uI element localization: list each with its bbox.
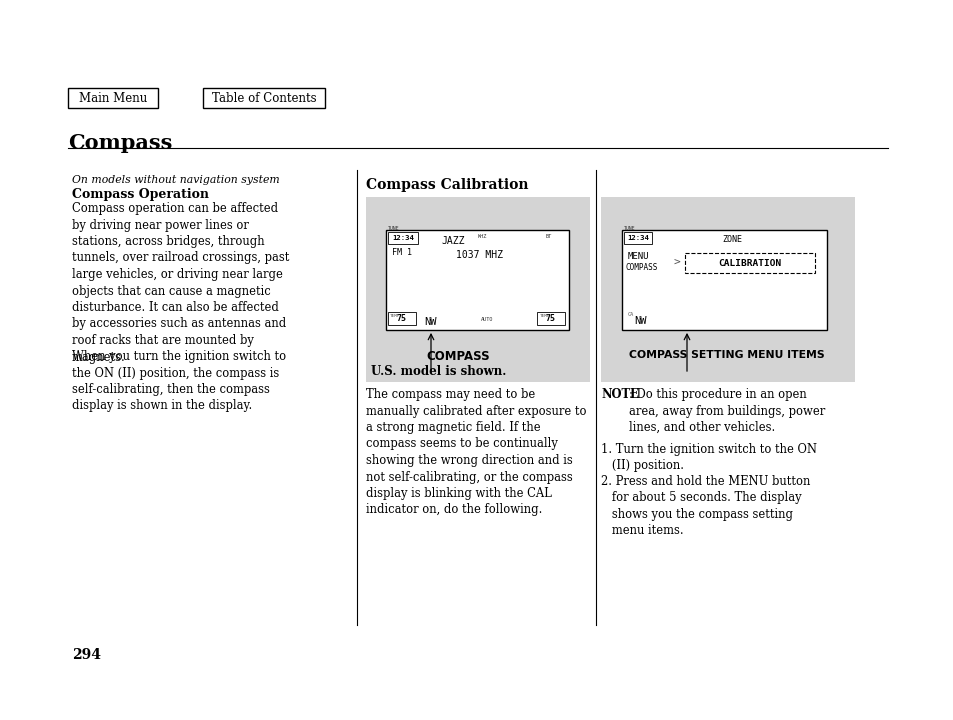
Text: AUTO: AUTO	[480, 317, 493, 322]
Text: TUNE: TUNE	[623, 226, 635, 231]
Bar	[366, 197, 589, 382]
Text: ZONE: ZONE	[721, 235, 741, 244]
Text: TEMP: TEMP	[539, 314, 550, 318]
Text: Compass: Compass	[68, 133, 172, 153]
Bar	[388, 232, 417, 244]
Bar	[623, 232, 651, 244]
Text: COMPASS: COMPASS	[426, 350, 489, 363]
Text: 2. Press and hold the MENU button
   for about 5 seconds. The display
   shows y: 2. Press and hold the MENU button for ab…	[600, 475, 809, 538]
Bar	[621, 230, 826, 330]
Text: 12:34: 12:34	[392, 235, 414, 241]
Text: >: >	[673, 258, 680, 268]
Bar	[388, 312, 416, 325]
Bar	[203, 88, 325, 108]
Bar	[68, 88, 158, 108]
Text: COMPASS SETTING MENU ITEMS: COMPASS SETTING MENU ITEMS	[629, 350, 824, 360]
Text: CALIBRATION: CALIBRATION	[718, 258, 781, 268]
Text: 294: 294	[71, 648, 101, 662]
Text: NW: NW	[423, 317, 436, 327]
Text: 1037 MHZ: 1037 MHZ	[456, 250, 502, 260]
Text: CA: CA	[627, 312, 634, 317]
Text: KHZ: KHZ	[477, 234, 487, 239]
Text: : Do this procedure in an open
area, away from buildings, power
lines, and other: : Do this procedure in an open area, awa…	[628, 388, 824, 434]
Text: JAZZ: JAZZ	[440, 236, 464, 246]
Text: On models without navigation system: On models without navigation system	[71, 175, 279, 185]
Text: TUNE: TUNE	[388, 226, 399, 231]
Text: NOTE: NOTE	[600, 388, 639, 401]
Bar	[386, 230, 568, 330]
Text: Compass Operation: Compass Operation	[71, 188, 209, 201]
Bar	[537, 312, 564, 325]
Text: 75: 75	[545, 314, 556, 323]
Text: Table of Contents: Table of Contents	[212, 91, 316, 104]
Text: When you turn the ignition switch to
the ON (II) position, the compass is
self-c: When you turn the ignition switch to the…	[71, 350, 286, 413]
Text: FM 1: FM 1	[392, 248, 412, 257]
Bar	[600, 197, 854, 382]
Text: The compass may need to be
manually calibrated after exposure to
a strong magnet: The compass may need to be manually cali…	[366, 388, 586, 516]
Text: NW: NW	[634, 316, 646, 326]
Text: BT: BT	[545, 234, 552, 239]
Text: U.S. model is shown.: U.S. model is shown.	[371, 365, 506, 378]
Text: 12:34: 12:34	[626, 235, 648, 241]
Text: 75: 75	[396, 314, 407, 323]
Text: Compass Calibration: Compass Calibration	[366, 178, 528, 192]
Text: TEMP: TEMP	[390, 314, 400, 318]
Text: Main Menu: Main Menu	[79, 91, 147, 104]
Text: MENU: MENU	[627, 252, 649, 261]
Bar	[684, 253, 814, 273]
Text: COMPASS: COMPASS	[625, 263, 658, 272]
Text: Compass operation can be affected
by driving near power lines or
stations, acros: Compass operation can be affected by dri…	[71, 202, 289, 364]
Text: 1. Turn the ignition switch to the ON
   (II) position.: 1. Turn the ignition switch to the ON (I…	[600, 443, 816, 472]
